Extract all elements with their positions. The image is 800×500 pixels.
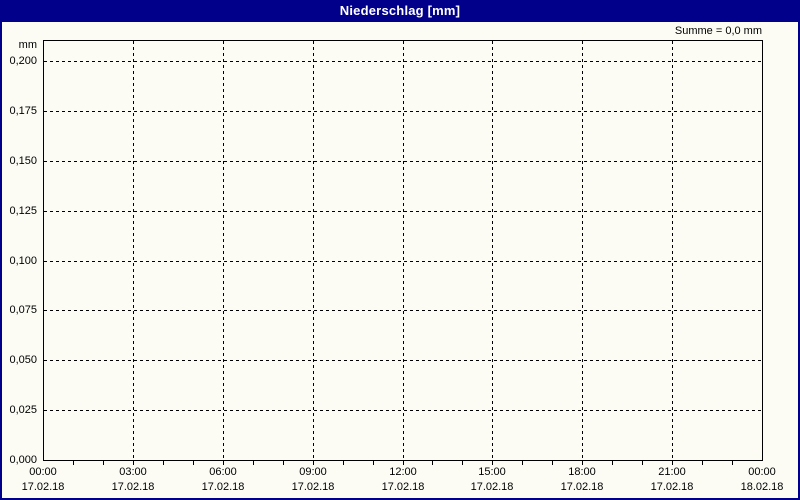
x-minor-tick xyxy=(223,461,224,465)
x-grid-line xyxy=(582,41,583,459)
y-grid-line xyxy=(44,211,761,212)
x-minor-tick xyxy=(163,461,164,465)
x-minor-tick xyxy=(492,461,493,465)
x-minor-tick xyxy=(193,461,194,465)
y-grid-line xyxy=(44,261,761,262)
x-minor-tick xyxy=(612,461,613,465)
y-tick-label: 0,200 xyxy=(9,55,37,67)
x-tick-time: 09:00 xyxy=(299,466,327,478)
y-grid-line xyxy=(44,410,761,411)
y-axis-unit-label: mm xyxy=(18,39,37,51)
y-tick-label: 0,100 xyxy=(9,255,37,267)
y-grid-line xyxy=(44,161,761,162)
x-grid-line xyxy=(223,41,224,459)
x-minor-tick xyxy=(642,461,643,465)
y-grid-line xyxy=(44,61,761,62)
x-minor-tick xyxy=(253,461,254,465)
x-grid-line xyxy=(133,41,134,459)
x-minor-tick xyxy=(702,461,703,465)
x-tick-date: 17.02.18 xyxy=(201,481,245,493)
x-tick-time: 12:00 xyxy=(389,466,417,478)
x-tick-date: 17.02.18 xyxy=(650,481,694,493)
y-grid-line xyxy=(44,111,761,112)
y-tick-label: 0,050 xyxy=(9,354,37,366)
x-grid-line xyxy=(492,41,493,459)
y-grid-line xyxy=(44,360,761,361)
x-tick-date: 17.02.18 xyxy=(111,481,155,493)
y-tick-label: 0,150 xyxy=(9,155,37,167)
x-minor-tick xyxy=(133,461,134,465)
chart-title: Niederschlag [mm] xyxy=(339,3,461,18)
plot-area xyxy=(43,40,763,461)
x-grid-line xyxy=(403,41,404,459)
x-grid-line xyxy=(672,41,673,459)
x-tick-date: 17.02.18 xyxy=(21,481,65,493)
y-tick-label: 0,125 xyxy=(9,205,37,217)
y-tick-label: 0,000 xyxy=(9,454,37,466)
x-tick-date: 17.02.18 xyxy=(560,481,604,493)
x-minor-tick xyxy=(732,461,733,465)
y-tick-label: 0,075 xyxy=(9,304,37,316)
x-minor-tick xyxy=(313,461,314,465)
x-tick-date: 18.02.18 xyxy=(740,481,784,493)
x-tick-time: 15:00 xyxy=(478,466,506,478)
x-tick-time: 00:00 xyxy=(29,466,57,478)
x-minor-tick xyxy=(343,461,344,465)
x-grid-line xyxy=(313,41,314,459)
y-tick-label: 0,025 xyxy=(9,404,37,416)
x-minor-tick xyxy=(462,461,463,465)
x-tick-date: 17.02.18 xyxy=(470,481,514,493)
x-tick-time: 00:00 xyxy=(748,466,776,478)
x-minor-tick xyxy=(432,461,433,465)
y-tick-label: 0,175 xyxy=(9,105,37,117)
x-minor-tick xyxy=(522,461,523,465)
x-tick-time: 18:00 xyxy=(568,466,596,478)
x-minor-tick xyxy=(582,461,583,465)
x-minor-tick xyxy=(552,461,553,465)
x-minor-tick xyxy=(672,461,673,465)
x-tick-date: 17.02.18 xyxy=(381,481,425,493)
x-minor-tick xyxy=(73,461,74,465)
x-minor-tick xyxy=(283,461,284,465)
x-minor-tick xyxy=(403,461,404,465)
x-minor-tick xyxy=(373,461,374,465)
x-tick-time: 21:00 xyxy=(658,466,686,478)
x-minor-tick xyxy=(103,461,104,465)
sum-annotation: Summe = 0,0 mm xyxy=(674,25,762,37)
x-tick-time: 03:00 xyxy=(119,466,147,478)
chart-title-bar: Niederschlag [mm] xyxy=(0,0,800,22)
x-tick-date: 17.02.18 xyxy=(291,481,335,493)
y-grid-line xyxy=(44,310,761,311)
x-tick-time: 06:00 xyxy=(209,466,237,478)
